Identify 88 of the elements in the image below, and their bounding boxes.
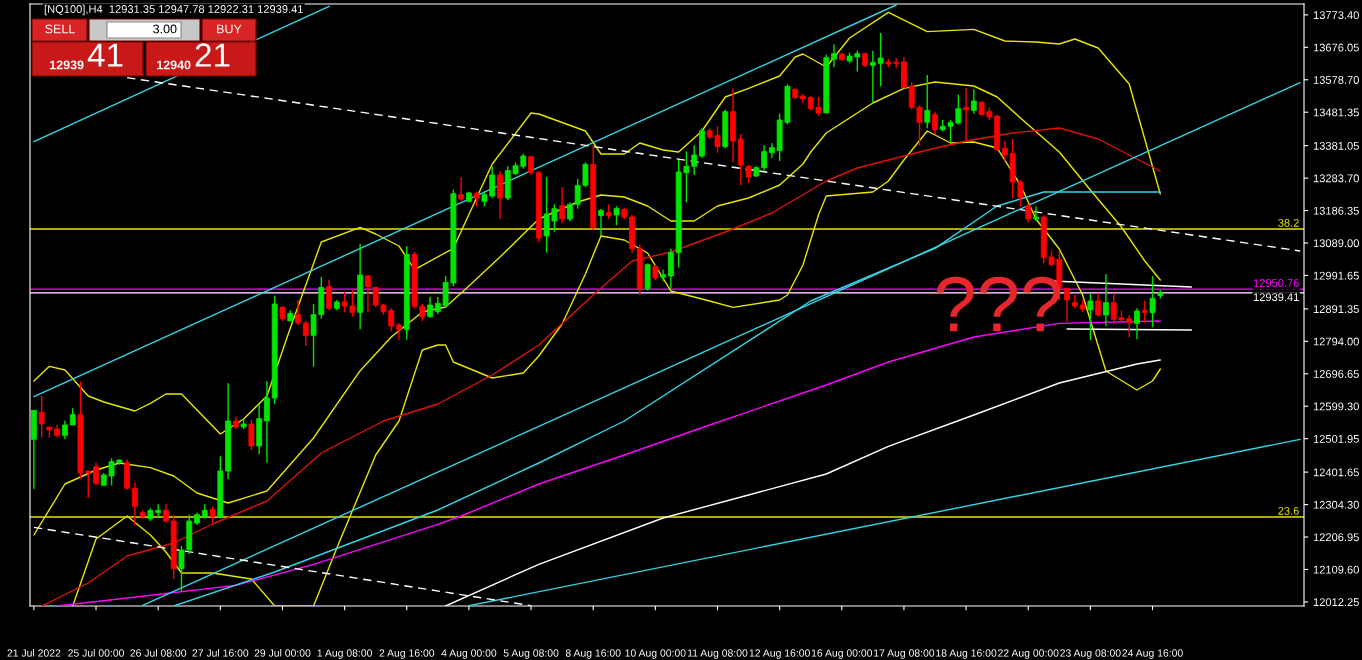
candlestick xyxy=(365,274,371,314)
annotation: 23.6 xyxy=(1278,506,1299,515)
candlestick xyxy=(745,164,752,185)
candlestick xyxy=(497,169,503,220)
y-tick-label: 13381.05 xyxy=(1313,141,1359,150)
x-tick-label: 4 Aug 00:00 xyxy=(441,649,497,659)
chart-title: [NQ100],H4 12931.35 12947.78 12922.31 12939.41 xyxy=(44,4,303,16)
candlestick xyxy=(302,320,309,347)
y-tick-label: 13186.35 xyxy=(1313,206,1359,215)
x-tick-label: 29 Jul 00:00 xyxy=(254,649,311,657)
annotation: 41 xyxy=(87,43,123,67)
x-tick-label: 22 Aug 00:00 xyxy=(998,649,1059,659)
candlestick xyxy=(667,247,674,290)
candlestick xyxy=(970,88,977,115)
y-tick-label: 12794.00 xyxy=(1313,337,1359,346)
ref-line-label: 12939.41 xyxy=(1253,293,1299,302)
candlestick xyxy=(1064,287,1070,323)
candlestick xyxy=(248,419,255,451)
candlestick xyxy=(566,201,573,223)
x-tick-label: 23 Aug 08:00 xyxy=(1060,649,1121,659)
candlestick xyxy=(963,87,969,141)
ref-line-label: 12950.76 xyxy=(1253,279,1299,287)
annotation: 38.2 xyxy=(1278,218,1299,227)
annotation: 12940 xyxy=(157,60,191,70)
candlestick xyxy=(613,205,620,227)
annotation: BUY xyxy=(217,24,242,34)
x-tick-label: 12 Aug 16:00 xyxy=(749,649,810,659)
x-tick-label: 5 Aug 08:00 xyxy=(503,649,559,659)
candlestick xyxy=(1134,307,1140,341)
x-tick-label: 21 Jul 2022 xyxy=(7,649,61,657)
candlestick xyxy=(528,155,534,176)
annotation: SELL xyxy=(45,24,75,34)
candlestick xyxy=(458,176,465,203)
x-tick-label: 18 Aug 16:00 xyxy=(936,649,997,659)
annotation: 3.00 xyxy=(153,24,177,34)
annotation: 21 xyxy=(195,43,230,67)
y-tick-label: 12891.35 xyxy=(1313,305,1359,314)
y-tick-label: 12401.65 xyxy=(1313,468,1359,477)
x-tick-label: 17 Aug 08:00 xyxy=(874,649,935,659)
candlestick xyxy=(131,481,138,526)
x-tick-label: 27 Jul 16:00 xyxy=(192,649,249,657)
y-tick-label: 13089.00 xyxy=(1313,239,1359,248)
y-tick-label: 13578.70 xyxy=(1313,76,1359,84)
x-tick-label: 10 Aug 00:00 xyxy=(625,649,686,659)
candlestick xyxy=(598,207,604,237)
y-tick-label: 12012.25 xyxy=(1313,598,1359,607)
candlestick xyxy=(396,322,402,341)
candlestick xyxy=(1141,299,1148,324)
candlestick xyxy=(1002,140,1008,162)
x-tick-label: 25 Jul 00:00 xyxy=(68,649,124,657)
candlestick xyxy=(427,295,433,319)
y-tick-label: 13481.35 xyxy=(1313,108,1359,117)
y-tick-label: 12991.65 xyxy=(1313,271,1359,280)
candlestick xyxy=(1149,275,1156,329)
candlestick xyxy=(38,395,45,439)
candlestick xyxy=(93,461,99,487)
candlestick xyxy=(831,43,837,69)
candlestick xyxy=(1087,292,1094,341)
candlestick xyxy=(1103,273,1109,327)
x-tick-label: 26 Jul 08:00 xyxy=(130,649,187,657)
candlestick xyxy=(559,186,566,225)
y-tick-label: 12304.30 xyxy=(1313,500,1359,509)
candlestick xyxy=(761,144,768,172)
candlestick xyxy=(932,110,938,135)
x-tick-label: 8 Aug 16:00 xyxy=(565,649,621,659)
x-tick-label: 1 Aug 08:00 xyxy=(317,649,373,659)
candlestick xyxy=(1033,205,1039,223)
y-tick-label: 13676.05 xyxy=(1313,43,1359,52)
annotation: 12939 xyxy=(50,60,84,70)
y-tick-label: 13283.70 xyxy=(1313,174,1359,183)
y-tick-label: 12109.60 xyxy=(1313,565,1359,574)
x-tick-label: 11 Aug 08:00 xyxy=(687,649,748,659)
y-tick-label: 13773.40 xyxy=(1313,11,1359,19)
candlestick xyxy=(326,279,332,312)
x-tick-label: 16 Aug 00:00 xyxy=(811,649,873,659)
y-tick-label: 12599.30 xyxy=(1313,402,1359,411)
candlestick xyxy=(924,74,931,130)
candlestick xyxy=(264,380,270,464)
candlestick xyxy=(62,419,68,441)
candlestick xyxy=(295,299,301,326)
y-tick-label: 12206.95 xyxy=(1313,533,1359,542)
x-tick-label: 2 Aug 16:00 xyxy=(379,649,435,659)
candlestick xyxy=(163,503,169,524)
x-tick-label: 24 Aug 16:00 xyxy=(1122,649,1183,659)
y-tick-label: 12501.95 xyxy=(1313,434,1359,443)
candlestick xyxy=(644,262,651,292)
candlestick xyxy=(768,142,775,159)
y-tick-label: 12696.65 xyxy=(1313,370,1359,378)
